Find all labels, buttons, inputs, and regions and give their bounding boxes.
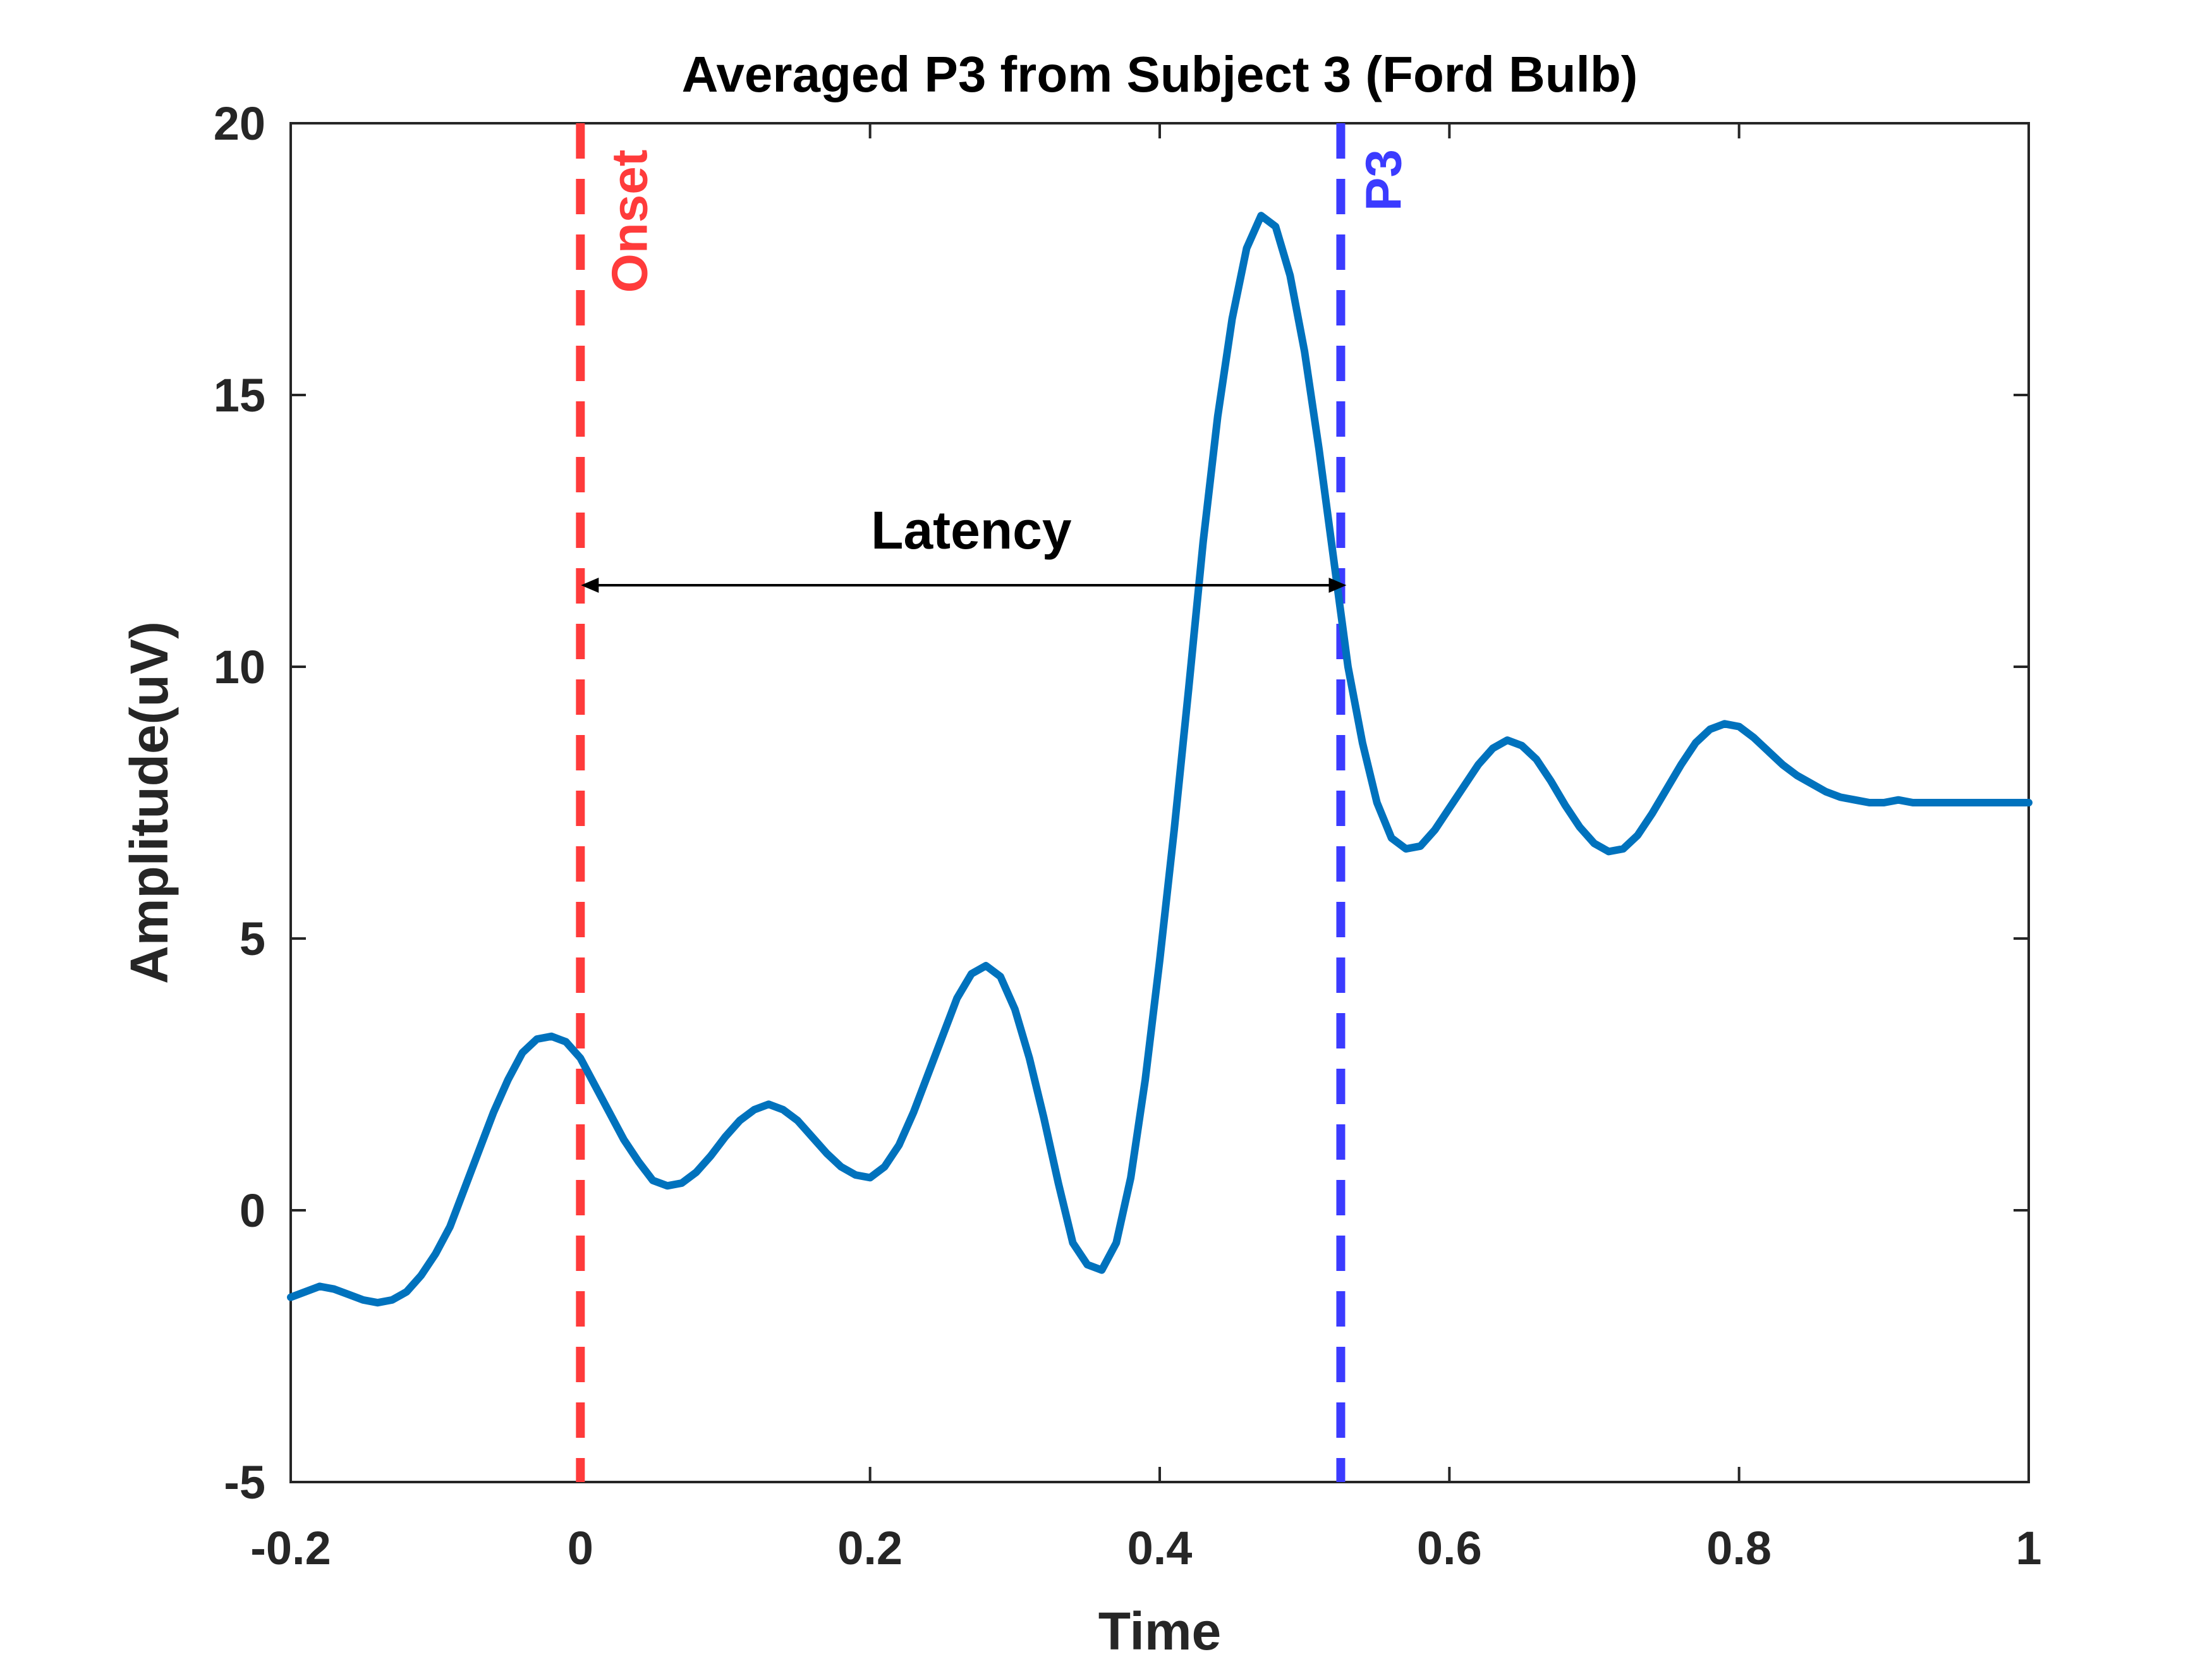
y-tick-label: 5 <box>240 913 265 965</box>
y-tick-label: 0 <box>240 1184 265 1237</box>
x-tick-label: 0.4 <box>1127 1522 1193 1574</box>
x-tick-label: 0.8 <box>1706 1522 1771 1574</box>
x-axis-label: Time <box>1098 1601 1222 1659</box>
y-tick-label: -5 <box>224 1456 265 1509</box>
y-axis-label: Amplitude(uV) <box>119 621 179 984</box>
x-tick-label: 0.2 <box>837 1522 902 1574</box>
y-tick-label: 10 <box>214 641 265 693</box>
onset-label: Onset <box>601 150 657 293</box>
averaged-p3-series-line <box>287 212 2033 1307</box>
y-tick-label: 20 <box>214 97 265 150</box>
y-tick-label: 15 <box>214 369 265 422</box>
x-tick-label: -0.2 <box>250 1522 331 1574</box>
x-tick-label: 1 <box>2015 1522 2041 1574</box>
chart-title: Averaged P3 from Subject 3 (Ford Bulb) <box>682 46 1638 102</box>
x-tick-label: 0 <box>568 1522 593 1574</box>
p3-label: P3 <box>1355 149 1411 211</box>
latency-label: Latency <box>871 501 1072 560</box>
plot-area-frame <box>289 122 2030 1483</box>
x-tick-label: 0.6 <box>1417 1522 1482 1574</box>
